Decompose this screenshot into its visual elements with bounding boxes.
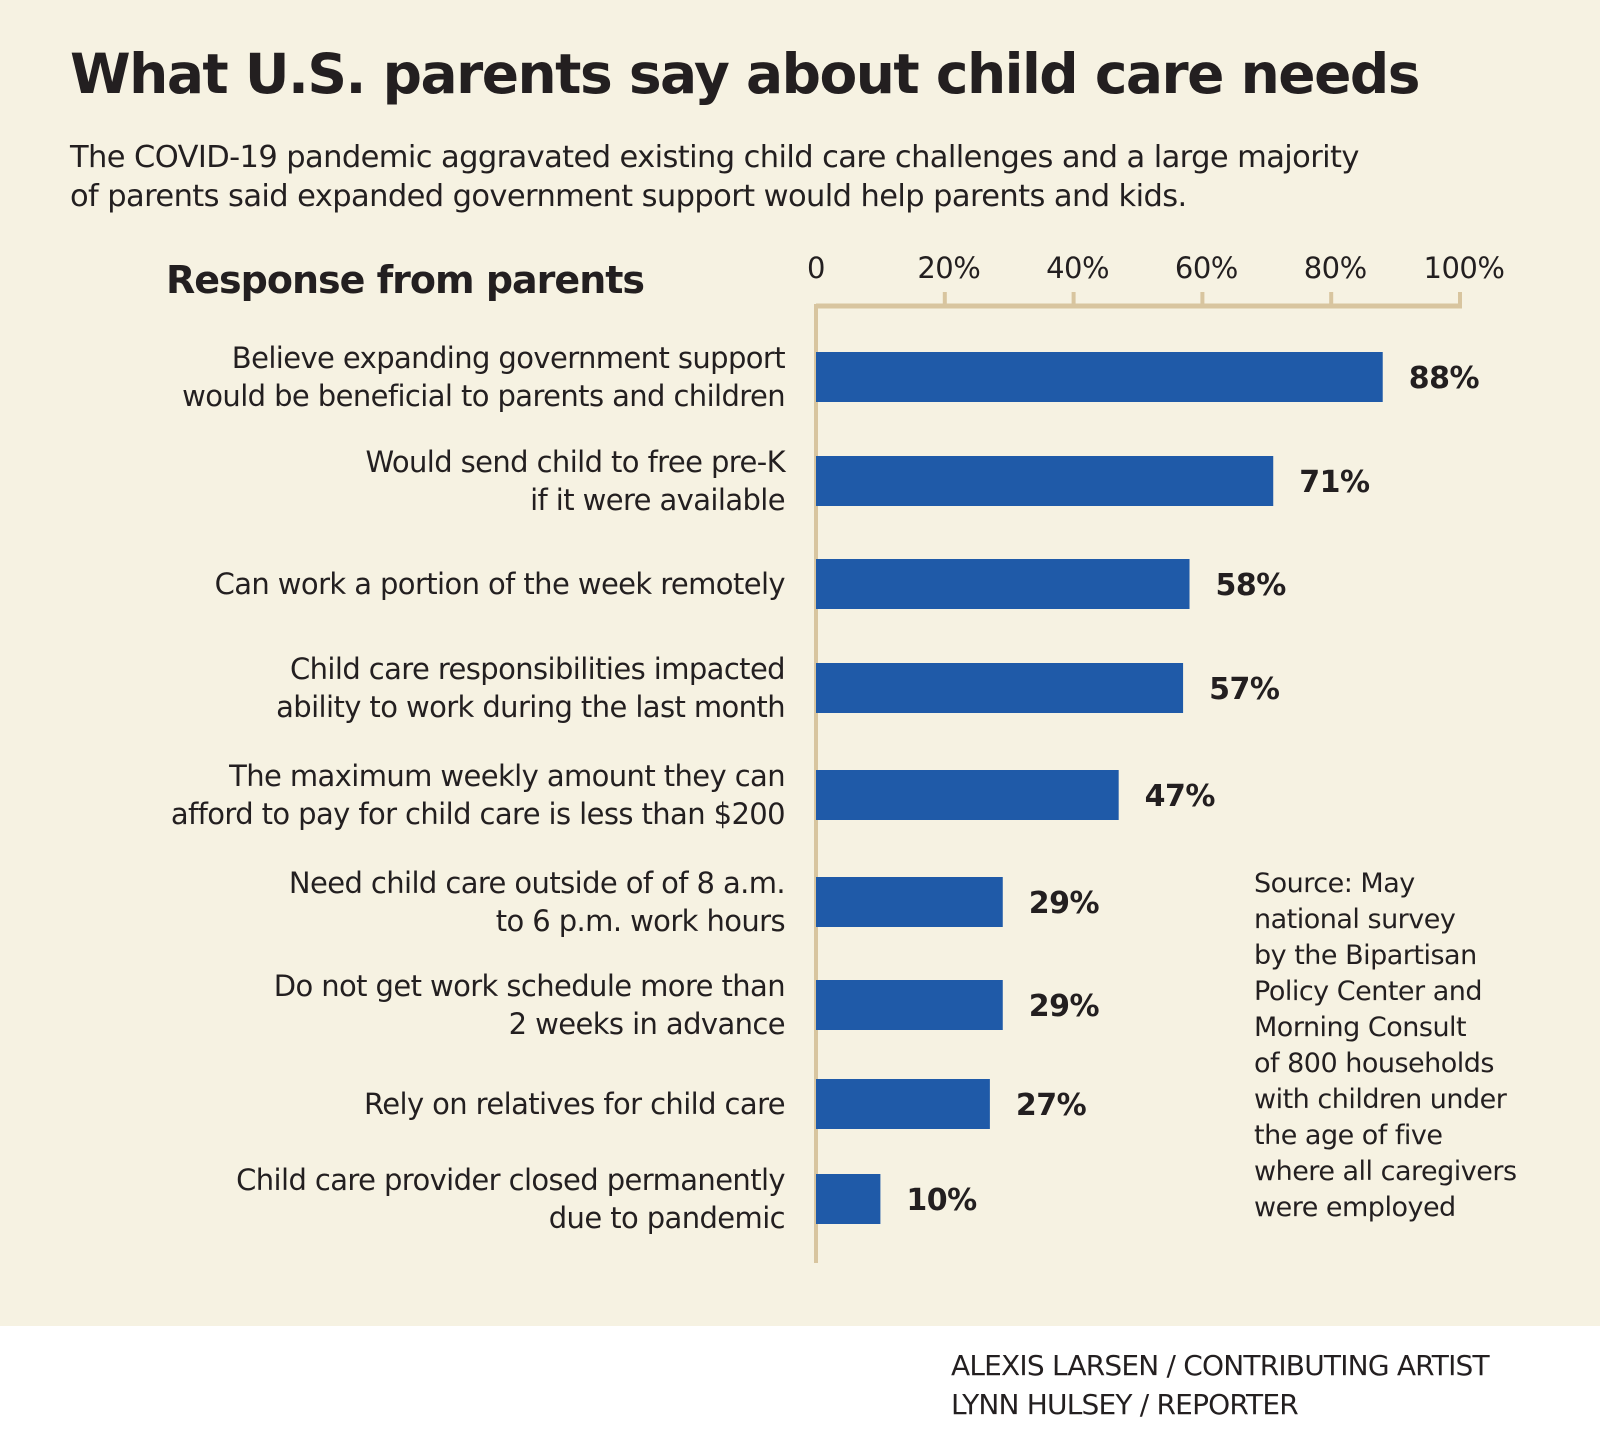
category-label-line: Need child care outside of of 8 a.m.: [288, 866, 786, 900]
category-label: Child care provider closed permanently du…: [236, 1161, 785, 1237]
source-line: were employed: [1254, 1192, 1456, 1223]
value-label: 47%: [1145, 779, 1216, 814]
value-label: 29%: [1029, 886, 1100, 921]
source-line: where all caregivers: [1254, 1156, 1517, 1187]
credits: ALEXIS LARSEN / CONTRIBUTING ARTIST LYNN…: [951, 1346, 1490, 1424]
x-tick-label: 20%: [917, 251, 980, 285]
source-line: Morning Consult: [1254, 1012, 1467, 1043]
value-label: 58%: [1216, 568, 1287, 603]
category-label-line: The maximum weekly amount they can: [229, 759, 786, 793]
bar: [816, 559, 1190, 609]
category-label-line: 2 weeks in advance: [508, 1007, 786, 1041]
value-label: 57%: [1209, 672, 1280, 707]
bar-chart: 0 20% 40% 60% 80% 100% 88% 71% 58% 57% 47% 29% 29% 2…: [807, 251, 1505, 1263]
category-label-line: afford to pay for child care is less tha…: [170, 797, 786, 831]
category-label-line: Would send child to free pre-K: [365, 445, 785, 479]
bar: [816, 980, 1003, 1030]
chart-title: What U.S. parents say about child care n…: [70, 42, 1421, 106]
category-label: Rely on relatives for child care: [364, 1085, 786, 1123]
source-line: national survey: [1254, 904, 1456, 935]
x-tick-label: 80%: [1304, 251, 1367, 285]
value-labels: 88% 71% 58% 57% 47% 29% 29% 27% 10%: [906, 361, 1480, 1218]
source-line: with children under: [1254, 1084, 1507, 1115]
source-line: the age of five: [1254, 1120, 1443, 1151]
chart-panel: [0, 0, 1600, 1326]
x-tick-label: 40%: [1046, 251, 1109, 285]
bar: [816, 877, 1003, 927]
category-label-line: if it were available: [530, 483, 786, 517]
category-label-line: Rely on relatives for child care: [364, 1087, 786, 1121]
source-line: by the Bipartisan: [1254, 940, 1477, 971]
category-label: The maximum weekly amount they can afford…: [170, 757, 786, 833]
bar: [816, 1079, 990, 1129]
category-label-line: would be beneficial to parents and child…: [182, 379, 785, 413]
category-label: Need child care outside of of 8 a.m. to 6…: [288, 864, 786, 940]
category-label-line: ability to work during the last month: [276, 690, 785, 724]
source-line: Source: May: [1254, 868, 1415, 899]
source-note: Source: May national survey by the Biparti…: [1254, 866, 1517, 1226]
credit-artist: ALEXIS LARSEN / CONTRIBUTING ARTIST: [951, 1349, 1490, 1382]
source-line: of 800 households: [1254, 1048, 1494, 1079]
x-tick-label: 60%: [1175, 251, 1238, 285]
value-label: 88%: [1409, 361, 1480, 396]
chart-subtitle: The COVID-19 pandemic aggravated existin…: [70, 138, 1570, 216]
category-label-line: Child care provider closed permanently: [236, 1163, 785, 1197]
subtitle-line: of parents said expanded government supp…: [70, 179, 1187, 214]
category-label: Can work a portion of the week remotely: [214, 565, 786, 603]
subtitle-line: The COVID-19 pandemic aggravated existin…: [70, 140, 1359, 175]
category-label-line: Can work a portion of the week remotely: [214, 567, 786, 601]
bar: [816, 352, 1383, 402]
x-tick-label: 100%: [1424, 251, 1505, 285]
category-label: Do not get work schedule more than 2 week…: [273, 967, 786, 1043]
x-tick-label: 0: [807, 251, 825, 285]
bar: [816, 456, 1274, 506]
credit-reporter: LYNN HULSEY / REPORTER: [951, 1388, 1299, 1421]
category-label: Believe expanding government support woul…: [182, 339, 785, 415]
category-label-line: to 6 p.m. work hours: [495, 904, 786, 938]
value-label: 27%: [1016, 1088, 1087, 1123]
bar: [816, 770, 1119, 820]
value-label: 71%: [1299, 465, 1370, 500]
category-label-line: due to pandemic: [548, 1201, 786, 1235]
category-label-line: Child care responsibilities impacted: [290, 652, 786, 686]
source-line: Policy Center and: [1254, 976, 1483, 1007]
bar: [816, 1174, 881, 1224]
category-heading: Response from parents: [166, 258, 645, 302]
bar: [816, 663, 1184, 713]
category-label-line: Do not get work schedule more than: [273, 969, 786, 1003]
value-label: 29%: [1029, 989, 1100, 1024]
category-label: Would send child to free pre-K if it were…: [365, 443, 785, 519]
bars: [816, 352, 1383, 1224]
category-label-line: Believe expanding government support: [231, 341, 786, 375]
category-label: Child care responsibilities impacted abil…: [276, 650, 785, 726]
value-label: 10%: [906, 1183, 977, 1218]
